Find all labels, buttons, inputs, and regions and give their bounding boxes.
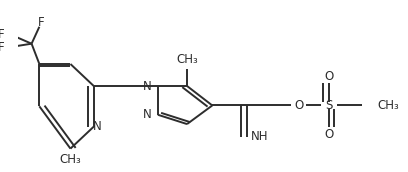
- Text: N: N: [143, 108, 152, 121]
- Text: CH₃: CH₃: [377, 99, 399, 112]
- Text: O: O: [324, 128, 333, 141]
- Text: CH₃: CH₃: [176, 53, 198, 66]
- Text: F: F: [0, 28, 5, 41]
- Text: N: N: [93, 120, 101, 133]
- Text: O: O: [324, 70, 333, 83]
- Text: O: O: [294, 99, 303, 112]
- Text: F: F: [38, 16, 44, 29]
- Text: F: F: [0, 41, 5, 54]
- Text: S: S: [325, 99, 333, 112]
- Text: CH₃: CH₃: [60, 153, 81, 166]
- Text: N: N: [143, 79, 152, 93]
- Text: NH: NH: [251, 130, 268, 143]
